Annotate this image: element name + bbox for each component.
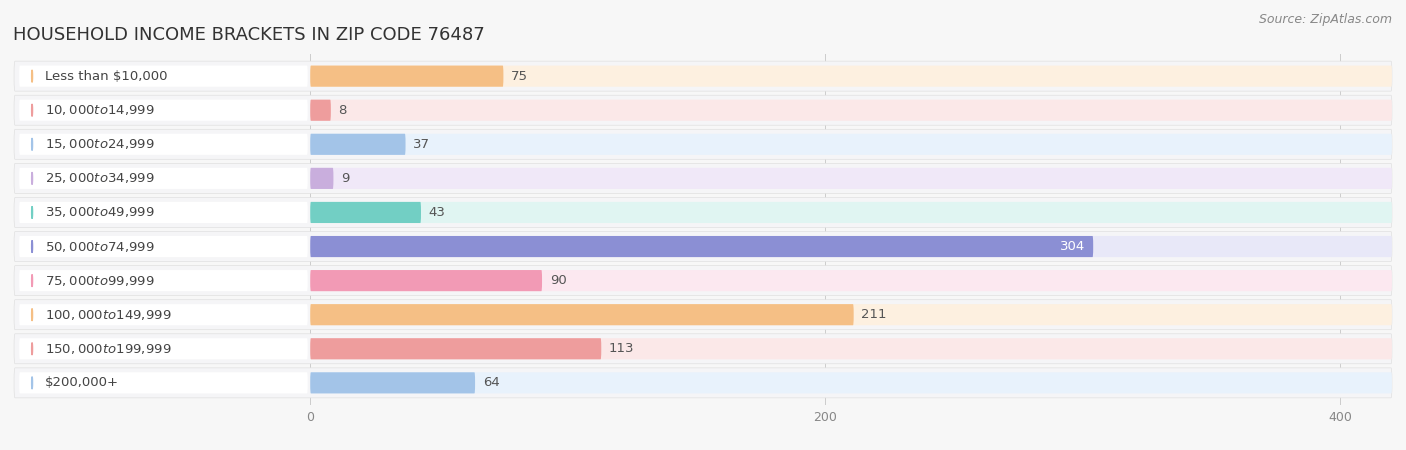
Text: 304: 304 xyxy=(1060,240,1085,253)
FancyBboxPatch shape xyxy=(14,334,1392,364)
FancyBboxPatch shape xyxy=(311,134,405,155)
FancyBboxPatch shape xyxy=(20,168,308,189)
Text: $15,000 to $24,999: $15,000 to $24,999 xyxy=(45,137,155,151)
Text: 8: 8 xyxy=(339,104,347,117)
Text: $50,000 to $74,999: $50,000 to $74,999 xyxy=(45,239,155,253)
FancyBboxPatch shape xyxy=(311,99,1392,121)
Text: 43: 43 xyxy=(429,206,446,219)
FancyBboxPatch shape xyxy=(311,202,1392,223)
Text: $100,000 to $149,999: $100,000 to $149,999 xyxy=(45,308,172,322)
FancyBboxPatch shape xyxy=(311,270,1392,291)
FancyBboxPatch shape xyxy=(20,134,308,155)
FancyBboxPatch shape xyxy=(20,270,308,291)
FancyBboxPatch shape xyxy=(311,99,330,121)
FancyBboxPatch shape xyxy=(20,304,308,325)
Text: 113: 113 xyxy=(609,342,634,355)
Text: $200,000+: $200,000+ xyxy=(45,376,120,389)
Text: 75: 75 xyxy=(512,70,529,83)
FancyBboxPatch shape xyxy=(311,304,1392,325)
FancyBboxPatch shape xyxy=(311,66,1392,87)
FancyBboxPatch shape xyxy=(311,372,1392,393)
Text: $150,000 to $199,999: $150,000 to $199,999 xyxy=(45,342,172,356)
FancyBboxPatch shape xyxy=(20,202,308,223)
FancyBboxPatch shape xyxy=(311,168,1392,189)
FancyBboxPatch shape xyxy=(14,129,1392,159)
Text: HOUSEHOLD INCOME BRACKETS IN ZIP CODE 76487: HOUSEHOLD INCOME BRACKETS IN ZIP CODE 76… xyxy=(13,26,485,44)
FancyBboxPatch shape xyxy=(14,61,1392,91)
FancyBboxPatch shape xyxy=(311,338,602,360)
Text: Source: ZipAtlas.com: Source: ZipAtlas.com xyxy=(1258,14,1392,27)
FancyBboxPatch shape xyxy=(20,66,308,87)
FancyBboxPatch shape xyxy=(14,368,1392,398)
Text: $35,000 to $49,999: $35,000 to $49,999 xyxy=(45,206,155,220)
Text: $75,000 to $99,999: $75,000 to $99,999 xyxy=(45,274,155,288)
FancyBboxPatch shape xyxy=(14,266,1392,296)
Text: 64: 64 xyxy=(482,376,499,389)
FancyBboxPatch shape xyxy=(311,338,1392,360)
FancyBboxPatch shape xyxy=(311,202,420,223)
FancyBboxPatch shape xyxy=(14,163,1392,194)
FancyBboxPatch shape xyxy=(20,236,308,257)
FancyBboxPatch shape xyxy=(20,99,308,121)
FancyBboxPatch shape xyxy=(311,236,1094,257)
FancyBboxPatch shape xyxy=(311,168,333,189)
FancyBboxPatch shape xyxy=(311,304,853,325)
FancyBboxPatch shape xyxy=(20,338,308,360)
FancyBboxPatch shape xyxy=(311,66,503,87)
Text: 211: 211 xyxy=(862,308,887,321)
FancyBboxPatch shape xyxy=(14,95,1392,125)
FancyBboxPatch shape xyxy=(311,236,1392,257)
Text: 37: 37 xyxy=(413,138,430,151)
FancyBboxPatch shape xyxy=(14,198,1392,227)
Text: $10,000 to $14,999: $10,000 to $14,999 xyxy=(45,103,155,117)
FancyBboxPatch shape xyxy=(311,134,1392,155)
FancyBboxPatch shape xyxy=(311,270,543,291)
FancyBboxPatch shape xyxy=(14,300,1392,330)
Text: $25,000 to $34,999: $25,000 to $34,999 xyxy=(45,171,155,185)
FancyBboxPatch shape xyxy=(14,232,1392,261)
FancyBboxPatch shape xyxy=(311,372,475,393)
FancyBboxPatch shape xyxy=(20,372,308,393)
Text: Less than $10,000: Less than $10,000 xyxy=(45,70,167,83)
Text: 90: 90 xyxy=(550,274,567,287)
Text: 9: 9 xyxy=(342,172,350,185)
